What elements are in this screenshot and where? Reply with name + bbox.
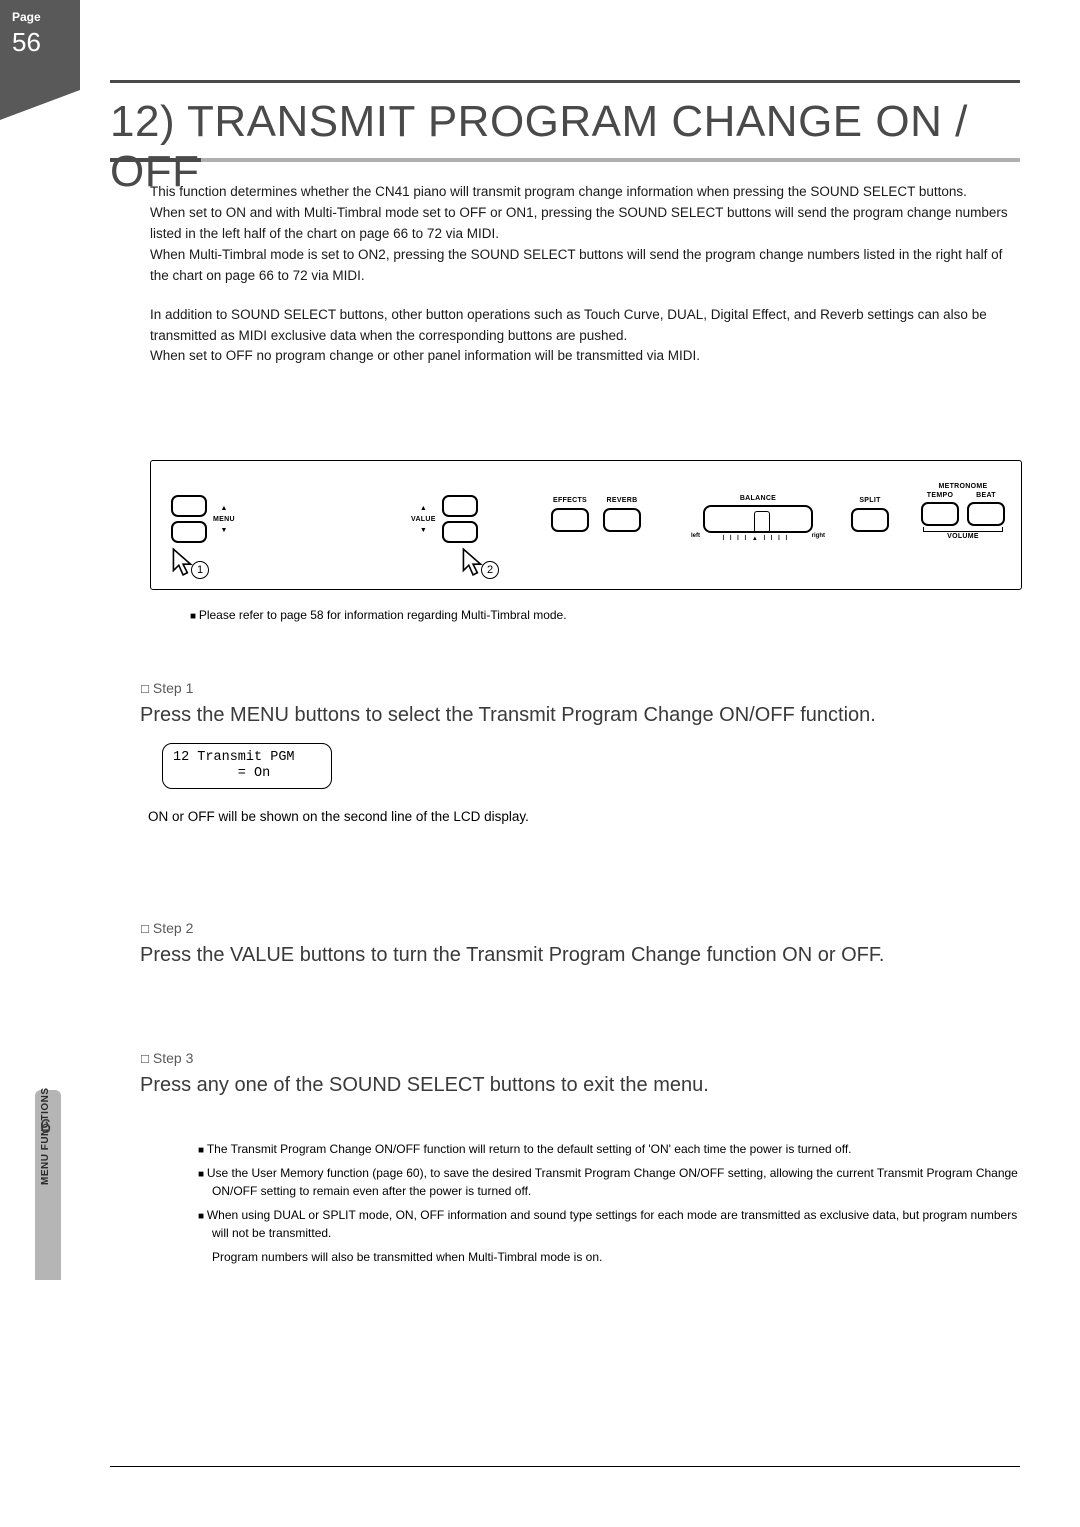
effects-label: EFFECTS	[553, 497, 587, 504]
intro-p2: In addition to SOUND SELECT buttons, oth…	[150, 305, 1020, 368]
panel-diagram: ▲ MENU ▼ 1 ▲ VALUE ▼ 2 EFFECTS REVERB BA…	[150, 460, 1022, 590]
menu-down-button	[171, 521, 207, 543]
footer-rule	[110, 1466, 1020, 1467]
side-section-num: 6	[40, 1116, 51, 1139]
notes-list: The Transmit Program Change ON/OFF funct…	[198, 1140, 1020, 1266]
reverb-button	[603, 508, 641, 532]
step2-label: Step 2	[140, 920, 1020, 936]
volume-label: VOLUME	[947, 533, 979, 540]
volume-bracket	[923, 527, 1003, 532]
intro-text: This function determines whether the CN4…	[150, 182, 1020, 385]
menu-label: MENU	[213, 516, 235, 523]
step3-block: Step 3 Press any one of the SOUND SELECT…	[140, 1050, 1020, 1099]
step1-label: Step 1	[140, 680, 1020, 696]
circle-2: 2	[481, 561, 499, 579]
heading-block: 12) TRANSMIT PROGRAM CHANGE ON / OFF	[110, 80, 1020, 197]
balance-slider	[703, 505, 813, 533]
effects-button	[551, 508, 589, 532]
heading-rule	[110, 158, 1020, 162]
circle-1: 1	[191, 561, 209, 579]
split-label: SPLIT	[859, 497, 880, 504]
page-tab: Page 56	[0, 0, 80, 90]
beat-label: BEAT	[976, 492, 996, 499]
step2-text: Press the VALUE buttons to turn the Tran…	[140, 942, 1020, 969]
step1-text: Press the MENU buttons to select the Tra…	[140, 702, 1020, 729]
value-down-button	[442, 521, 478, 543]
menu-group: ▲ MENU ▼	[171, 495, 235, 543]
note-3: When using DUAL or SPLIT mode, ON, OFF i…	[198, 1206, 1020, 1242]
split-button	[851, 508, 889, 532]
effects-group: EFFECTS	[551, 497, 589, 532]
note-3b: Program numbers will also be transmitted…	[198, 1248, 1020, 1266]
metronome-group: METRONOME TEMPO BEAT VOLUME	[921, 483, 1005, 540]
step1-block: Step 1 Press the MENU buttons to select …	[140, 680, 1020, 824]
beat-button	[967, 502, 1005, 526]
step3-label: Step 3	[140, 1050, 1020, 1066]
split-group: SPLIT	[851, 497, 889, 532]
balance-left: left	[691, 533, 700, 542]
note-2: Use the User Memory function (page 60), …	[198, 1164, 1020, 1200]
lcd-display: 12 Transmit PGM = On	[162, 743, 332, 789]
balance-right: right	[812, 533, 825, 542]
balance-label: BALANCE	[740, 495, 776, 502]
value-up-button	[442, 495, 478, 517]
tempo-label: TEMPO	[927, 492, 953, 499]
reverb-group: REVERB	[603, 497, 641, 532]
balance-group: BALANCE left ⅼ ⅼ ⅼ ⅼ ▲ ⅼ ⅼ ⅼ ⅼ right	[691, 495, 825, 542]
page-tab-label: Page	[12, 10, 80, 26]
value-group: ▲ VALUE ▼	[411, 495, 478, 543]
balance-ticks: ⅼ ⅼ ⅼ ⅼ ▲ ⅼ ⅼ ⅼ ⅼ	[723, 535, 790, 542]
step1-after: ON or OFF will be shown on the second li…	[148, 809, 1020, 824]
panel-note: Please refer to page 58 for information …	[190, 608, 567, 622]
intro-p1: This function determines whether the CN4…	[150, 182, 1020, 287]
note-1: The Transmit Program Change ON/OFF funct…	[198, 1140, 1020, 1158]
step3-text: Press any one of the SOUND SELECT button…	[140, 1072, 1020, 1099]
value-label: VALUE	[411, 516, 436, 523]
tempo-button	[921, 502, 959, 526]
reverb-label: REVERB	[607, 497, 638, 504]
step2-block: Step 2 Press the VALUE buttons to turn t…	[140, 920, 1020, 969]
page-tab-number: 56	[12, 26, 80, 60]
metronome-label: METRONOME	[939, 483, 988, 490]
menu-up-button	[171, 495, 207, 517]
